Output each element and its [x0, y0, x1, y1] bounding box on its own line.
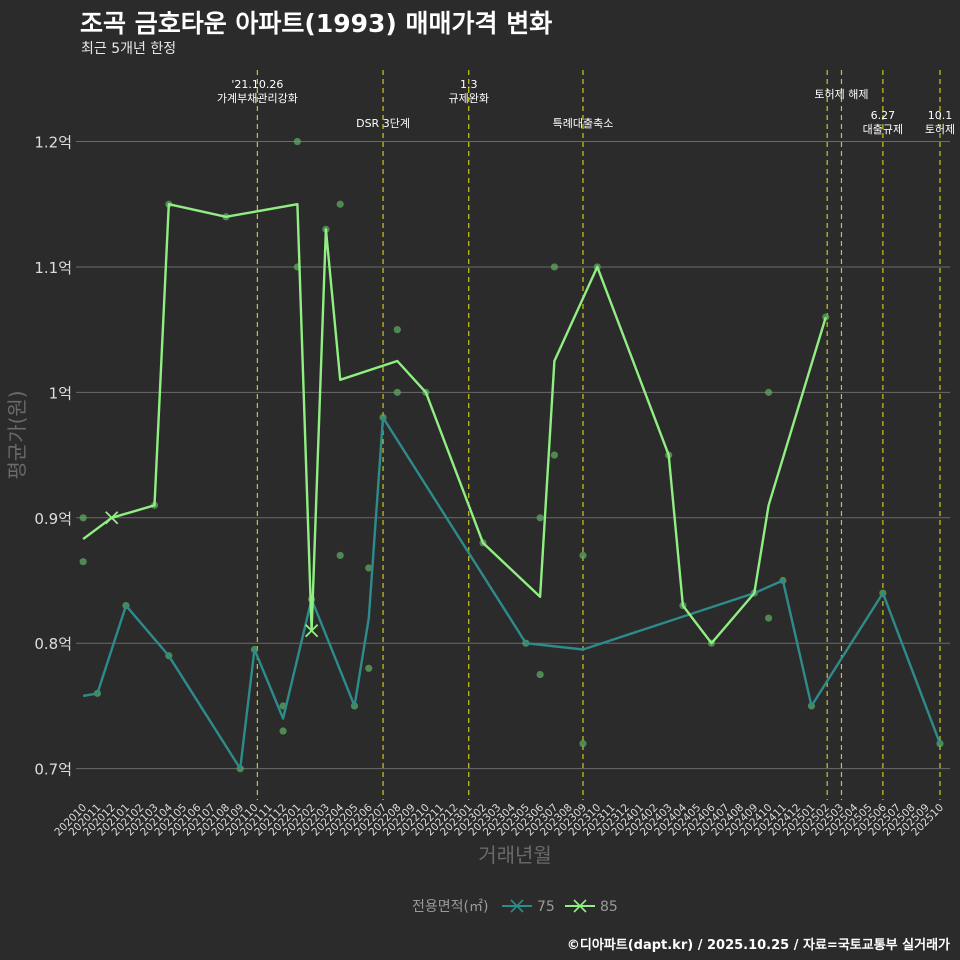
event-label: 토허제	[925, 123, 955, 136]
scatter-point	[79, 558, 87, 566]
legend: 전용면적(㎡) 75 85	[412, 899, 618, 915]
y-tick-label: 1억	[49, 384, 72, 402]
legend-label-75: 75	[537, 899, 555, 915]
legend-marker-85	[573, 899, 587, 913]
series-marker-85	[105, 511, 119, 525]
series-marker-85	[305, 624, 319, 638]
scatter-point	[393, 326, 401, 334]
event-label: 6.27	[871, 109, 896, 122]
event-label: '21.10.26	[231, 78, 283, 91]
x-axis: 2020102020112020122021012021022021032021…	[52, 801, 946, 838]
y-axis-title: 평균가(원)	[5, 390, 29, 479]
legend-title: 전용면적(㎡)	[412, 899, 488, 915]
grid	[76, 141, 950, 770]
x-axis-title: 거래년월	[478, 843, 552, 867]
scatter-point	[393, 388, 401, 396]
scatter-point	[550, 451, 559, 459]
event-label: 규제완화	[448, 92, 488, 105]
scatter-point	[279, 727, 287, 735]
scatter-point	[336, 200, 344, 208]
scatter-point	[536, 670, 544, 679]
scatter-point	[79, 514, 87, 522]
scatter-points	[79, 137, 944, 773]
legend-marker-75	[510, 899, 524, 913]
event-label: 10.1	[928, 109, 953, 122]
scatter-point	[765, 614, 773, 622]
source-caption: ©디아파트(dapt.kr) / 2025.10.25 / 자료=국토교통부 실…	[566, 938, 950, 953]
scatter-point	[579, 739, 587, 748]
scatter-point	[536, 514, 544, 522]
event-label: 대출규제	[863, 123, 903, 136]
chart-subtitle: 최근 5개년 한정	[81, 41, 177, 57]
scatter-point	[765, 388, 773, 396]
y-axis: 0.7억 0.8억 0.9억 1억 1.1억 1.2억	[34, 134, 72, 779]
event-label: 1.3	[460, 78, 478, 91]
series-markers	[105, 511, 319, 638]
legend-label-85: 85	[600, 899, 618, 915]
scatter-point	[336, 551, 344, 560]
event-label: 가계부채관리강화	[217, 92, 298, 105]
y-tick-label: 1.1억	[34, 259, 72, 277]
series-lines	[82, 203, 942, 770]
scatter-point	[365, 564, 373, 572]
scatter-point	[293, 137, 301, 146]
y-tick-label: 0.9억	[34, 510, 72, 528]
scatter-point	[579, 551, 587, 560]
series-line-75	[82, 416, 942, 770]
scatter-point	[550, 263, 559, 271]
series-line-85	[82, 203, 827, 645]
event-label: 토허제 해제	[814, 87, 868, 101]
y-tick-label: 0.8억	[34, 635, 72, 653]
scatter-point	[365, 664, 373, 672]
event-label: DSR 3단계	[356, 117, 410, 130]
y-tick-label: 1.2억	[34, 134, 72, 152]
y-tick-label: 0.7억	[34, 761, 72, 779]
chart-title: 조곡 금호타운 아파트(1993) 매매가격 변화	[80, 9, 553, 38]
event-label: 특례대출축소	[553, 117, 614, 130]
